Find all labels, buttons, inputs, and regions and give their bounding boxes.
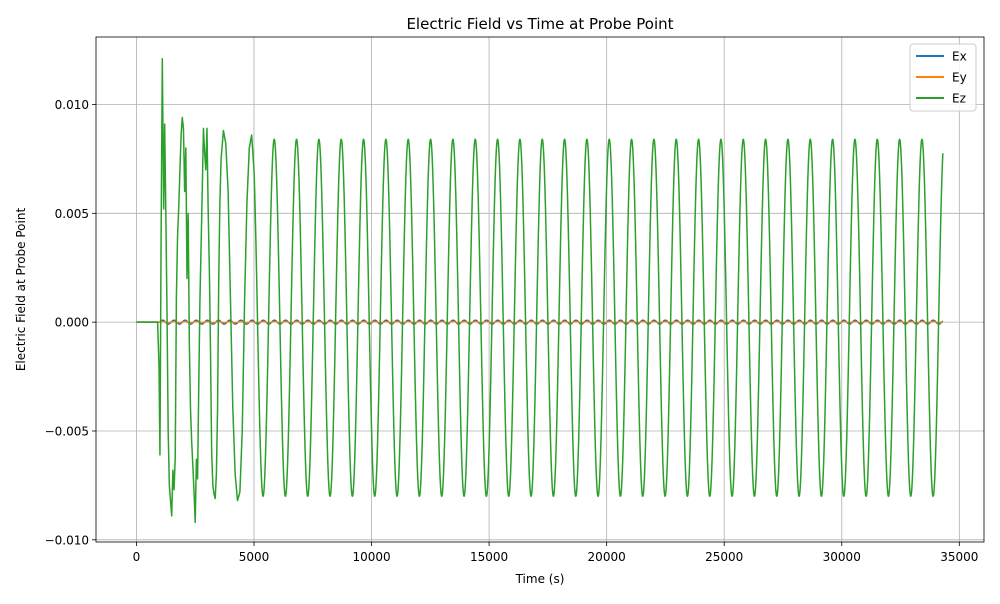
plot-area-frame (95, 36, 985, 543)
x-tick-label: 0 (133, 550, 141, 564)
x-tick-label: 10000 (352, 550, 390, 564)
chart-title: Electric Field vs Time at Probe Point (406, 15, 673, 33)
y-tick-label: 0.010 (55, 98, 89, 112)
plot-lines (135, 58, 944, 524)
x-tick-label: 35000 (940, 550, 978, 564)
series-line-ey (135, 320, 944, 324)
y-tick-label: 0.000 (55, 316, 89, 330)
axis-ticks: 0 5000 10000 15000 20000 25000 30000 35000 −0.01… (45, 98, 979, 564)
y-axis-label: Electric Field at Probe Point (14, 208, 28, 372)
y-tick-label: 0.005 (55, 207, 89, 221)
x-tick-label: 20000 (588, 550, 626, 564)
x-tick-label: 25000 (705, 550, 743, 564)
legend-label-ey: Ey (952, 71, 967, 85)
x-tick-label: 15000 (470, 550, 508, 564)
legend-label-ez: Ez (952, 92, 966, 106)
x-tick-label: 30000 (823, 550, 861, 564)
x-tick-label: 5000 (239, 550, 270, 564)
series-line-ez (136, 58, 944, 524)
y-tick-label: −0.010 (45, 533, 89, 547)
legend-label-ex: Ex (952, 50, 967, 64)
legend: Ex Ey Ez (909, 43, 977, 112)
x-axis-label: Time (s) (515, 572, 565, 586)
y-tick-label: −0.005 (45, 424, 89, 438)
